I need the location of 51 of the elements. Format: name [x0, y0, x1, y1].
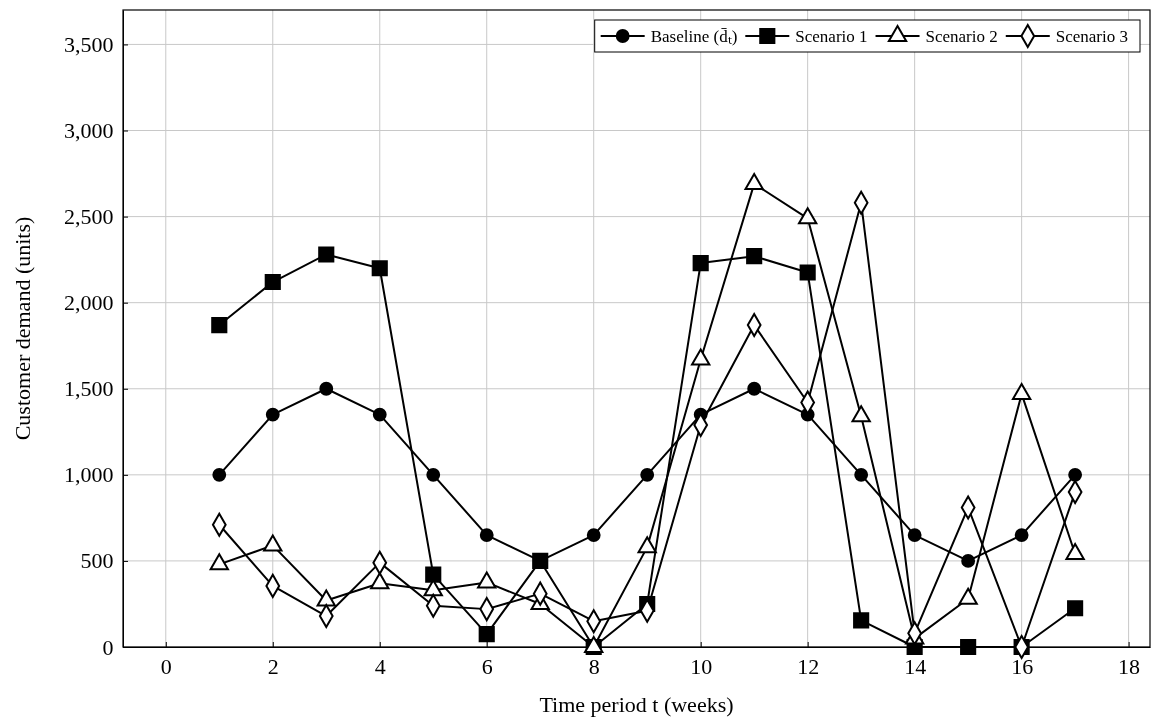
point	[960, 638, 977, 656]
point	[265, 407, 280, 422]
point	[426, 467, 441, 482]
x-axis-title: Time period t (weeks)	[539, 692, 734, 717]
point	[1014, 528, 1029, 542]
y-axis-title: Customer demand (units)	[10, 216, 35, 441]
point	[854, 467, 869, 482]
y-tick-label: 2,000	[63, 290, 114, 316]
point	[212, 467, 227, 482]
y-tick-label: 2,500	[63, 204, 114, 230]
point	[478, 626, 495, 643]
legend-label: Scenario 2	[925, 27, 998, 46]
point	[319, 381, 334, 396]
point	[211, 316, 228, 334]
x-tick-label: 6	[481, 654, 493, 680]
point	[371, 260, 388, 277]
point	[1067, 600, 1084, 617]
point	[961, 554, 976, 568]
y-tick-label: 3,500	[63, 31, 114, 57]
x-tick-label: 8	[588, 654, 600, 680]
point	[425, 566, 442, 583]
x-tick-label: 4	[374, 654, 386, 680]
legend-label: Scenario 3	[1055, 27, 1128, 46]
point	[264, 273, 281, 291]
x-tick-label: 18	[1118, 654, 1141, 680]
y-tick-label: 1,000	[63, 462, 114, 488]
x-tick-label: 12	[797, 654, 820, 680]
y-tick-label: 500	[80, 548, 114, 574]
y-tick-label: 1,500	[63, 376, 114, 402]
point	[692, 255, 709, 272]
point	[907, 528, 922, 542]
point	[747, 381, 762, 396]
x-tick-label: 14	[904, 654, 927, 680]
point	[1065, 543, 1085, 561]
point	[586, 528, 601, 542]
point	[746, 248, 763, 265]
x-tick-label: 16	[1011, 654, 1034, 680]
x-tick-label: 0	[160, 654, 172, 680]
legend-label: Scenario 1	[795, 27, 868, 46]
point	[853, 612, 870, 629]
y-tick-label: 3,000	[63, 118, 114, 144]
point	[479, 528, 494, 542]
point	[372, 407, 387, 422]
point	[1068, 467, 1083, 482]
point	[799, 264, 816, 281]
x-tick-label: 2	[267, 654, 279, 680]
point	[640, 467, 655, 482]
point	[318, 246, 335, 263]
x-tick-label: 10	[690, 654, 713, 680]
legend-label: Baseline (d̄ₜ)	[650, 27, 738, 46]
y-tick-label: 0	[102, 634, 114, 660]
